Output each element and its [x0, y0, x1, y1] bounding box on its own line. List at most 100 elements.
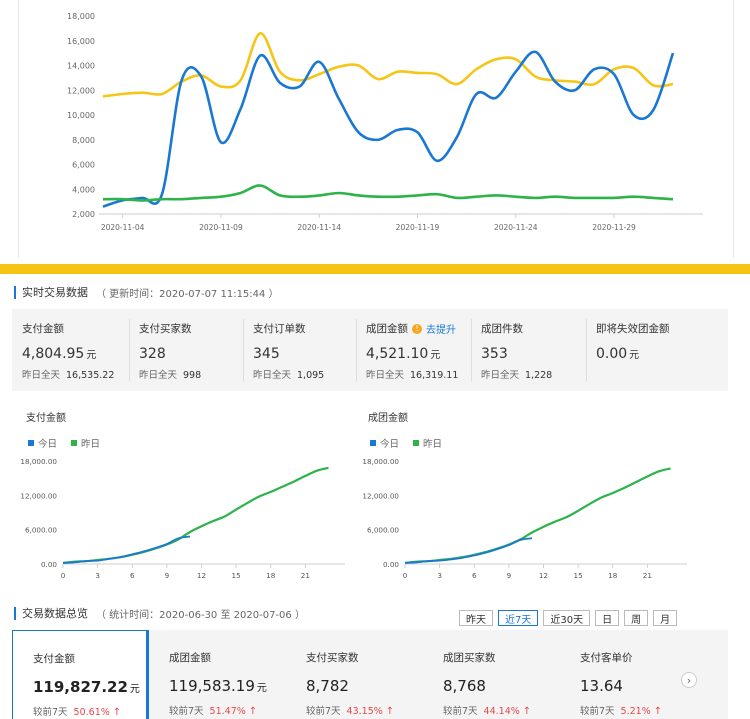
y-tick-label: 6,000: [72, 161, 95, 170]
card-value: 13.64: [580, 677, 623, 695]
range-7days-button[interactable]: 近7天: [498, 610, 539, 626]
legend-swatch: [370, 440, 376, 446]
overview-period: （ 统计时间：2020-06-30 至 2020-07-06 ）: [96, 609, 305, 621]
metric-pay-orders[interactable]: 支付订单数 345 昨日全天 1,095: [243, 309, 356, 391]
card-value: 8,782: [306, 677, 349, 695]
y-tick-label: 12,000.00: [362, 491, 399, 500]
yesterday-series-line: [62, 466, 329, 564]
overview-card-group-amount[interactable]: 成团金额 119,583.19 元 较前7天 51.47% ↑: [149, 630, 286, 719]
x-tick-label: 15: [574, 571, 583, 580]
metric-label: 成团件数: [481, 323, 523, 335]
improve-link[interactable]: 去提升: [426, 325, 456, 336]
y-tick-label: 0.00: [41, 560, 57, 569]
y-tick-label: 6,000.00: [367, 526, 399, 535]
left-mini-chart: 18,000.00 12,000.00 6,000.00 0.00 0 3 6 9 12 15 18…: [20, 457, 345, 580]
y-tick-label: 16,000: [67, 37, 95, 46]
y-tick-label: 18,000.00: [362, 457, 399, 466]
x-tick-label: 9: [507, 571, 512, 580]
y-tick-label: 12,000.00: [20, 491, 57, 500]
metric-group-items[interactable]: 成团件数 353 昨日全天 1,228: [471, 309, 586, 391]
blue-series-line: [102, 50, 675, 208]
x-tick-label: 2020-11-09: [199, 223, 243, 232]
overview-card-pay-amount[interactable]: 支付金额 119,827.22 元 较前7天 50.61% ↑: [12, 630, 149, 719]
range-month-button[interactable]: 月: [653, 610, 678, 626]
metric-yesterday: 昨日全天 1,095: [253, 370, 325, 381]
metric-label: 成团金额 ! 去提升: [366, 323, 456, 336]
y-tick-label: 18,000: [67, 12, 95, 21]
metric-value: 328: [139, 346, 166, 362]
yellow-divider: [0, 264, 750, 274]
up-arrow-icon: ↑: [385, 706, 395, 717]
x-tick-label: 6: [130, 571, 135, 580]
metric-pay-buyers[interactable]: 支付买家数 328 昨日全天 998: [129, 309, 243, 391]
range-30days-button[interactable]: 近30天: [543, 610, 591, 626]
card-label: 支付金额: [33, 653, 75, 665]
card-compare: 较前7天 50.61% ↑: [33, 707, 122, 718]
x-tick-label: 12: [539, 571, 548, 580]
x-tick-label: 21: [301, 571, 310, 580]
right-mini-chart: 18,000.00 12,000.00 6,000.00 0.00 0 3 6 9 12 15 18…: [362, 457, 687, 580]
top-line-chart: 18,000 16,000 14,000 12,000 10,000 8,000 6,000…: [67, 12, 703, 232]
overview-header: 交易数据总览 （ 统计时间：2020-06-30 至 2020-07-06 ）: [14, 605, 305, 621]
overview-card-pay-buyers[interactable]: 支付买家数 8,782 较前7天 43.15% ↑: [286, 630, 423, 719]
card-compare: 较前7天 44.14% ↑: [443, 706, 532, 717]
metric-group-amount[interactable]: 成团金额 ! 去提升 4,521.10 元 昨日全天 16,319.11: [356, 309, 471, 391]
card-value: 8,768: [443, 677, 486, 695]
overview-cards: 支付金额 119,827.22 元 较前7天 50.61% ↑ 成团金额 119,58…: [12, 630, 728, 719]
overview-card-group-buyers[interactable]: 成团买家数 8,768 较前7天 44.14% ↑: [423, 630, 560, 719]
legend-yesterday[interactable]: 昨日: [413, 436, 442, 450]
left-chart-legend: 今日 昨日: [28, 436, 114, 450]
y-tick-label: 14,000: [67, 62, 95, 71]
x-tick-label: 2020-11-29: [592, 223, 636, 232]
x-tick-label: 21: [643, 571, 652, 580]
x-tick-label: 18: [266, 571, 276, 580]
overview-title: 交易数据总览: [22, 607, 88, 620]
y-tick-label: 8,000: [72, 136, 95, 145]
x-tick-label: 15: [232, 571, 241, 580]
metric-value: 353: [481, 346, 508, 362]
x-tick-label: 12: [197, 571, 206, 580]
realtime-title: 实时交易数据: [22, 286, 88, 299]
legend-swatch: [413, 440, 420, 446]
range-week-button[interactable]: 周: [624, 610, 649, 626]
metric-pay-amount[interactable]: 支付金额 4,804.95 元 昨日全天 16,535.22: [12, 309, 129, 391]
green-series-line: [102, 184, 674, 202]
metric-label: 支付金额: [22, 323, 64, 335]
legend-swatch: [71, 440, 78, 446]
x-tick-label: 2020-11-14: [297, 223, 341, 232]
x-tick-label: 18: [608, 571, 618, 580]
x-tick-label: 2020-11-19: [396, 223, 440, 232]
metric-label: 支付订单数: [253, 323, 306, 335]
metric-label: 即将失效团金额: [596, 323, 670, 335]
metric-yesterday: 昨日全天 16,535.22: [22, 370, 115, 381]
legend-yesterday[interactable]: 昨日: [71, 436, 100, 450]
legend-today[interactable]: 今日: [370, 436, 399, 450]
metric-yesterday: 昨日全天 16,319.11: [366, 370, 459, 381]
up-arrow-icon: ↑: [248, 706, 258, 717]
overview-card-avg-price[interactable]: 支付客单价 13.64 较前7天 5.21% ↑: [560, 630, 697, 719]
info-icon[interactable]: !: [412, 323, 422, 334]
metric-label: 支付买家数: [139, 323, 192, 335]
y-tick-label: 2,000: [72, 210, 95, 219]
legend-swatch: [28, 440, 34, 446]
range-yesterday-button[interactable]: 昨天: [459, 610, 493, 626]
today-series-line: [62, 535, 191, 564]
y-tick-label: 0.00: [383, 560, 399, 569]
section-marker: [14, 606, 16, 620]
y-tick-label: 12,000: [67, 86, 95, 95]
metric-value: 0.00 元: [596, 346, 640, 362]
x-tick-label: 9: [165, 571, 170, 580]
range-day-button[interactable]: 日: [595, 610, 620, 626]
up-arrow-icon: ↑: [653, 706, 663, 717]
legend-today[interactable]: 今日: [28, 436, 57, 450]
metric-yesterday: 昨日全天 1,228: [481, 370, 553, 381]
y-tick-label: 6,000.00: [25, 526, 57, 535]
x-tick-label: 2020-11-24: [494, 223, 538, 232]
x-tick-label: 0: [403, 571, 408, 580]
card-value: 119,583.19 元: [169, 677, 267, 695]
yellow-series-line: [102, 31, 674, 98]
metric-expiring-amount[interactable]: 即将失效团金额 0.00 元: [586, 309, 728, 391]
card-label: 成团金额: [169, 652, 211, 664]
chevron-right-icon[interactable]: ›: [681, 672, 697, 688]
card-label: 支付客单价: [580, 652, 633, 664]
